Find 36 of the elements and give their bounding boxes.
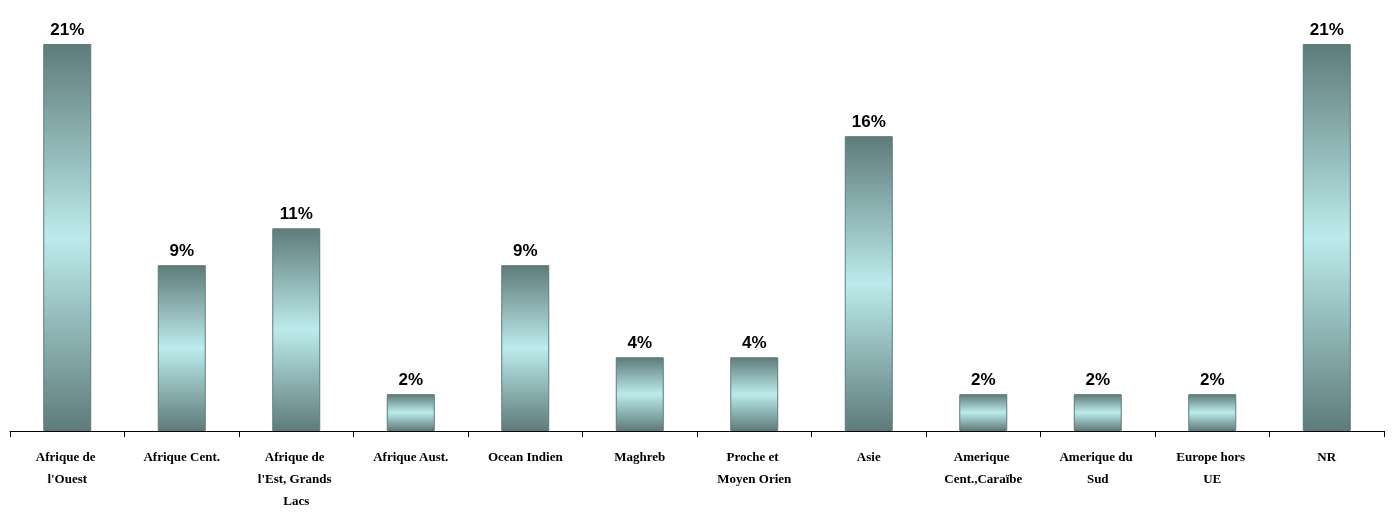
data-label: 2%: [398, 370, 424, 390]
bar: [272, 228, 321, 431]
bar: [1188, 394, 1237, 431]
bar: [1302, 44, 1351, 431]
data-label: 4%: [627, 333, 653, 353]
x-tick-label: NR: [1317, 448, 1337, 464]
data-label: 9%: [169, 241, 195, 261]
bar: [844, 136, 893, 431]
bar: [501, 265, 550, 431]
x-tick-label: Proche et Moyen Orien: [717, 448, 793, 486]
bar: [959, 394, 1008, 431]
x-tick-label: Europe hors UE: [1176, 448, 1249, 486]
bar: [730, 357, 779, 431]
bar: [43, 44, 92, 431]
data-label: 2%: [1199, 370, 1225, 390]
x-tick-label: Afrique Cent.: [143, 448, 221, 464]
data-label: 21%: [50, 20, 85, 39]
x-tick-label: Amerique du Sud: [1059, 448, 1137, 486]
x-tick-label: Afrique de l'Ouest: [35, 448, 99, 486]
data-label: 11%: [279, 204, 313, 224]
x-tick-label: Maghreb: [614, 448, 666, 464]
x-tick-label: Ocean Indien: [487, 448, 564, 464]
data-label: 21%: [1309, 20, 1344, 39]
x-tick-label: Afrique de l'Est, Grands Lacs: [257, 448, 335, 508]
x-tick-label: Amerique Cent.,Caraïbe: [944, 448, 1023, 486]
data-label: 2%: [970, 370, 996, 390]
bar: [615, 357, 664, 431]
x-tick-label: Afrique Aust.: [373, 448, 449, 464]
x-tick-label: Asie: [856, 448, 881, 464]
data-label: 16%: [851, 112, 886, 132]
data-label: 2%: [1085, 370, 1111, 390]
bar: [386, 394, 435, 431]
data-label: 4%: [741, 333, 767, 353]
bar: [157, 265, 206, 431]
bar: [1073, 394, 1122, 431]
data-label: 9%: [512, 241, 538, 261]
